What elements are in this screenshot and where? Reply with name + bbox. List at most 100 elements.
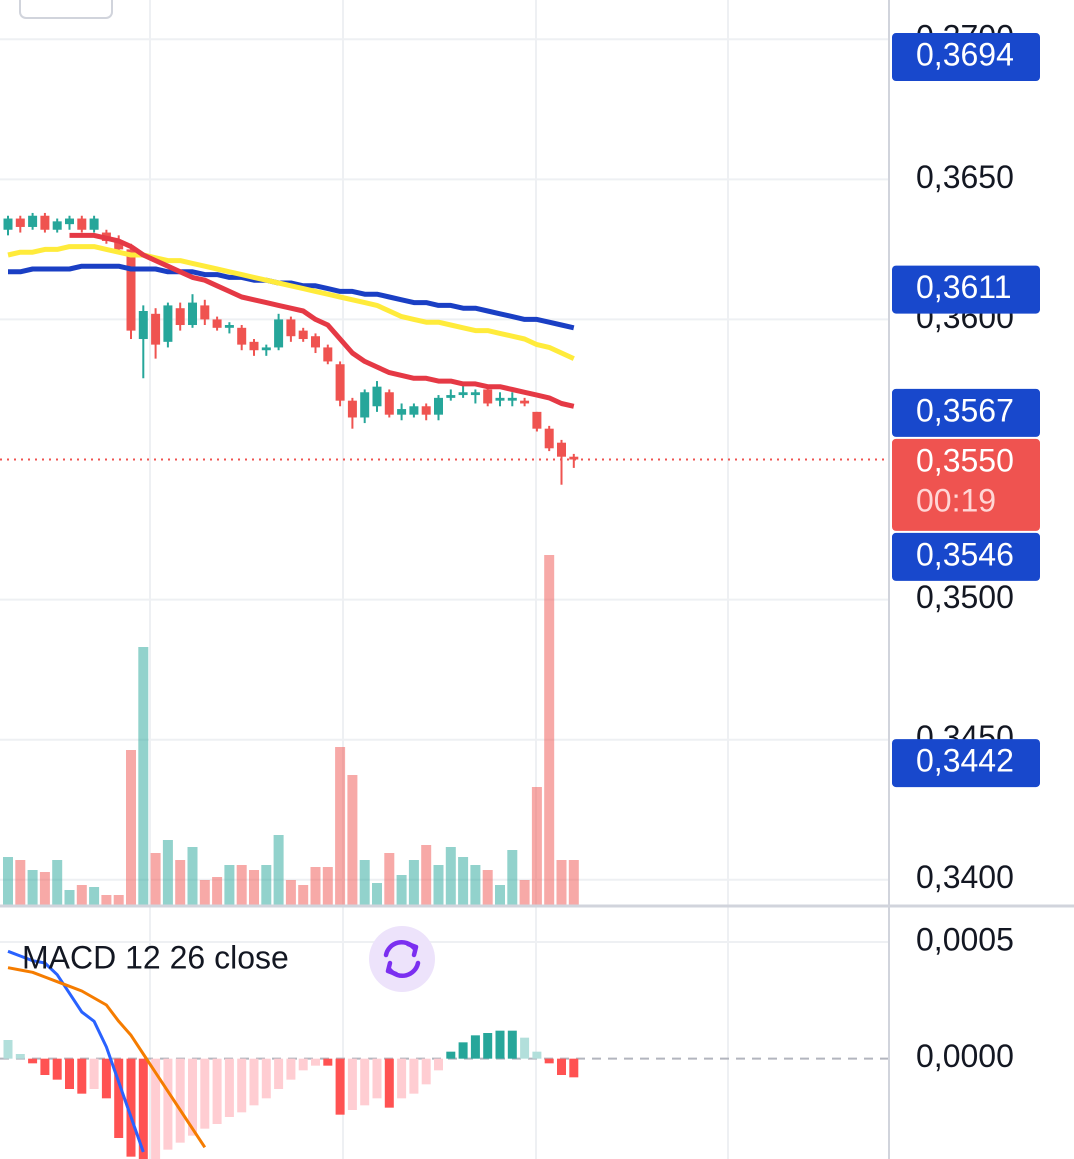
volume-bar xyxy=(421,845,432,905)
candle-body xyxy=(28,215,38,227)
histogram-bar xyxy=(483,1033,493,1059)
candle-body xyxy=(274,319,284,348)
volume-bar xyxy=(89,887,100,905)
candle-body xyxy=(372,386,382,407)
countdown: 00:19 xyxy=(916,482,996,518)
price-badge xyxy=(892,388,1040,437)
histogram-bar xyxy=(495,1030,505,1059)
volume-bar xyxy=(199,880,210,905)
histogram-bar xyxy=(212,1058,222,1124)
price-badge xyxy=(892,265,1040,314)
price-badge-label: 0,3546 xyxy=(916,536,1014,572)
volume-bar xyxy=(359,860,370,905)
candle-body xyxy=(138,311,148,340)
price-badge-label: 0,3442 xyxy=(916,743,1014,779)
candle-body xyxy=(212,319,222,328)
toolbar-button[interactable] xyxy=(19,0,113,19)
histogram-bar xyxy=(28,1058,38,1064)
volume-bar xyxy=(64,890,75,905)
volume-bar xyxy=(113,895,124,905)
histogram-bar xyxy=(372,1058,382,1099)
volume-bar xyxy=(76,885,87,905)
volume-bar xyxy=(335,747,346,905)
histogram-bar xyxy=(3,1040,13,1059)
volume-bar xyxy=(150,853,161,905)
volume-bar xyxy=(495,885,505,905)
candle-body xyxy=(151,313,161,345)
candle-body xyxy=(237,327,247,345)
candle-body xyxy=(409,406,419,415)
candle-body xyxy=(483,389,493,404)
volume-bar xyxy=(470,865,481,905)
candle-body xyxy=(397,409,407,415)
y-tick-label: 0,3400 xyxy=(916,859,1014,895)
histogram-bar xyxy=(470,1035,480,1059)
histogram-bar xyxy=(446,1051,456,1059)
settings-icon[interactable] xyxy=(369,926,435,992)
candle-body xyxy=(507,397,517,401)
histogram-bar xyxy=(384,1058,394,1108)
histogram-bar xyxy=(237,1058,247,1113)
histogram-bar xyxy=(360,1058,370,1106)
histogram-bar xyxy=(520,1037,530,1059)
histogram-bar xyxy=(569,1058,579,1078)
histogram-bar xyxy=(126,1058,136,1157)
price-badge xyxy=(892,532,1040,581)
histogram-bar xyxy=(397,1058,407,1099)
candle-body xyxy=(446,395,456,398)
candle-body xyxy=(311,336,320,348)
histogram-bar xyxy=(507,1030,517,1059)
icon-bg[interactable] xyxy=(369,926,435,992)
candle-body xyxy=(434,397,443,415)
volume-bar xyxy=(126,750,136,905)
volume-bar xyxy=(273,835,284,905)
volume-bar xyxy=(396,875,407,905)
volume-bar xyxy=(138,647,149,905)
histogram-bar xyxy=(458,1042,468,1059)
histogram-bar xyxy=(101,1058,111,1099)
price-badge-label: 0,3611 xyxy=(916,269,1012,305)
moving-average xyxy=(8,263,575,331)
candle-body xyxy=(495,397,505,401)
histogram-bar xyxy=(77,1058,87,1094)
volume-bar xyxy=(224,865,235,905)
y-tick-label: 0,3500 xyxy=(916,579,1014,615)
volume-bar xyxy=(531,787,542,905)
volume-bar xyxy=(162,840,173,905)
histogram-bar xyxy=(347,1058,357,1110)
volume-bar xyxy=(433,865,444,905)
icon-arrowheads[interactable] xyxy=(385,941,419,977)
volume-bar xyxy=(482,870,493,905)
histogram-bar xyxy=(249,1058,259,1106)
candle-body xyxy=(77,218,87,230)
histogram-bar xyxy=(274,1058,284,1089)
price-badge-label: 0,3567 xyxy=(916,392,1014,428)
histogram-bar xyxy=(311,1058,320,1066)
histogram-bar xyxy=(200,1058,210,1129)
indicator-title: MACD 12 26 close xyxy=(22,939,289,975)
price-badge xyxy=(892,438,1040,531)
candle-body xyxy=(298,330,308,340)
histogram-bar xyxy=(224,1058,234,1117)
histogram-bar xyxy=(286,1058,296,1080)
histogram-bar xyxy=(40,1058,50,1075)
candle-body xyxy=(384,392,394,415)
volume-bar xyxy=(458,857,469,905)
candle-body xyxy=(261,347,271,351)
candle-body xyxy=(347,400,357,418)
price-badge xyxy=(892,739,1040,788)
histogram-bar xyxy=(188,1058,197,1136)
candle-body xyxy=(224,325,234,328)
candle-body xyxy=(15,218,25,227)
price-axis: 0,37000,36500,36000,35000,34500,34000,36… xyxy=(892,19,1040,1074)
price-badge-label: 0,3694 xyxy=(916,36,1014,72)
histogram-bar xyxy=(557,1058,566,1075)
volume-bar xyxy=(544,555,555,905)
histogram-bar xyxy=(65,1058,74,1089)
candle-body xyxy=(557,442,566,457)
candle-body xyxy=(188,302,197,326)
candle-body xyxy=(52,221,62,230)
histogram-bar xyxy=(52,1058,62,1080)
histogram-bar xyxy=(114,1058,124,1138)
